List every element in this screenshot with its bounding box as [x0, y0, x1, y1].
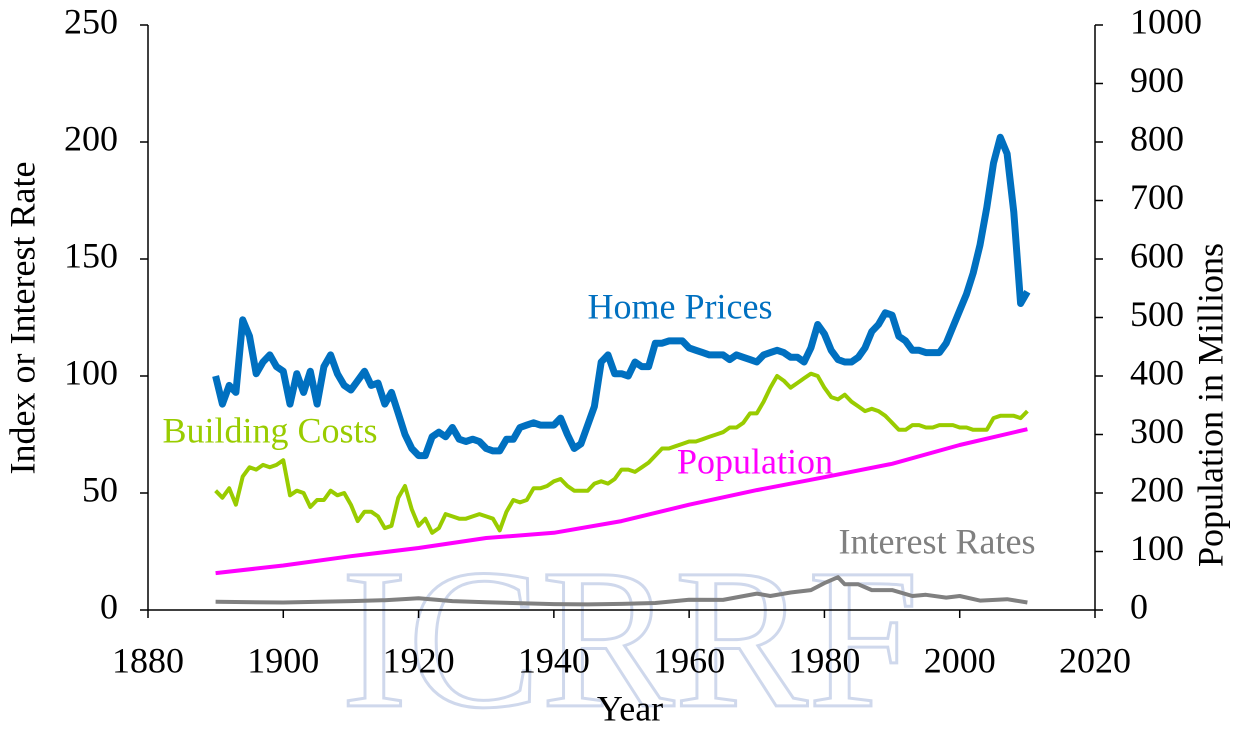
y2-tick-label: 900	[1130, 60, 1184, 100]
y-axis-title: Index or Interest Rate	[2, 162, 42, 475]
series-label: Population	[677, 441, 833, 481]
x-tick-label: 1960	[653, 640, 725, 680]
y2-tick-label: 0	[1130, 586, 1148, 626]
series-line	[212, 133, 1031, 460]
series-label: Home Prices	[588, 286, 773, 326]
y-tick-label: 200	[64, 118, 118, 158]
y2-tick-label: 100	[1130, 528, 1184, 568]
x-tick-label: 1940	[518, 640, 590, 680]
y-tick-label: 150	[64, 235, 118, 275]
y2-tick-label: 200	[1130, 469, 1184, 509]
y2-tick-label: 400	[1130, 352, 1184, 392]
x-tick-label: 1920	[383, 640, 455, 680]
series-label: Interest Rates	[839, 521, 1036, 561]
y2-tick-label: 500	[1130, 294, 1184, 334]
y2-tick-label: 300	[1130, 411, 1184, 451]
y2-tick-label: 700	[1130, 177, 1184, 217]
x-tick-label: 1980	[788, 640, 860, 680]
y2-tick-label: 800	[1130, 118, 1184, 158]
series-label: Building Costs	[162, 410, 377, 450]
y-tick-label: 50	[82, 469, 118, 509]
y2-tick-label: 1000	[1130, 1, 1202, 41]
y-tick-label: 100	[64, 352, 118, 392]
x-axis-title: Year	[597, 688, 663, 728]
x-tick-label: 1880	[112, 640, 184, 680]
series-line	[215, 427, 1028, 576]
y2-tick-label: 600	[1130, 235, 1184, 275]
series-line	[214, 371, 1029, 535]
series-line	[215, 575, 1028, 607]
x-tick-label: 1900	[247, 640, 319, 680]
watermark: ICRRF	[341, 529, 919, 730]
x-tick-label: 2000	[924, 640, 996, 680]
y-tick-label: 0	[100, 586, 118, 626]
y-tick-label: 250	[64, 1, 118, 41]
y2-axis-title: Population in Millions	[1190, 243, 1230, 567]
x-tick-label: 2020	[1059, 640, 1131, 680]
